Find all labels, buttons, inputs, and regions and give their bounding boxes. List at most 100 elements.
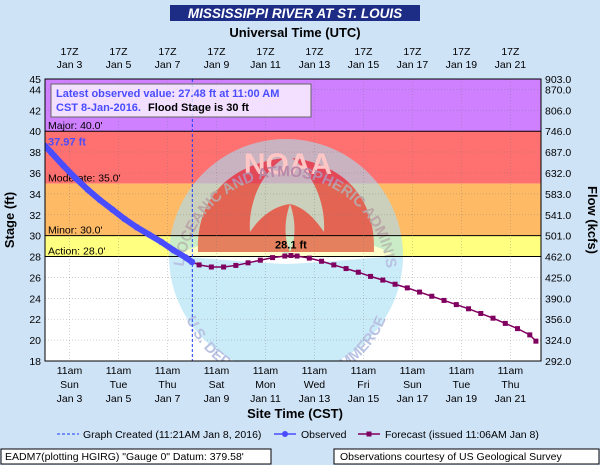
observed-crest-annotation: 37.97 ft [48,136,86,148]
utc-tick-hour: 17Z [256,46,275,58]
utc-tick-hour: 17Z [60,46,79,58]
cst-tick-day: Wed [304,379,326,391]
cst-tick-date: Jan 17 [397,393,429,405]
band-label-major: Major: 40.0' [48,120,103,132]
forecast-series [189,253,539,344]
observed-point [158,238,165,246]
utc-tick-hour: 17Z [109,46,128,58]
utc-tick-hour: 17Z [207,46,226,58]
flood-stage-text: Flood Stage is 30 ft [148,102,249,114]
forecast-point [331,262,337,268]
forecast-point [288,253,294,259]
value-annotations: 37.97 ft 28.1 ft [48,136,307,251]
cst-tick-time: 11am [106,365,132,377]
legend-created-label: Graph Created (11:21AM Jan 8, 2016) [83,429,261,441]
flow-tick-label: 324.0 [545,335,571,347]
utc-tick-hour: 17Z [501,46,520,58]
cst-tick-time: 11am [302,365,328,377]
cst-tick-time: 11am [57,365,83,377]
observed-point [170,247,177,254]
utc-tick-hour: 17Z [305,46,324,58]
cst-tick-date: Jan 11 [250,393,281,405]
observed-point [145,231,153,238]
stage-tick-label: 45 [29,74,41,86]
forecast-point [368,273,374,279]
stage-tick-label: 18 [29,356,41,368]
stage-tick-label: 20 [29,335,41,347]
plot-area: NOAA NATIONAL OCEANIC AND ATMOSPHERIC AD… [45,79,541,361]
utc-tick-date: Jan 19 [446,59,478,71]
cst-tick-labels: 11am Sun Jan 3 11am Tue Jan 5 11am Thu Jan 7 11am… [57,365,527,405]
forecast-point [527,332,533,338]
forecast-point [417,289,423,295]
forecast-point [392,281,398,287]
stage-tick-label: 44 [29,84,41,96]
cst-tick-day: Sun [403,379,422,391]
flow-tick-label: 632.0 [545,168,571,180]
flow-tick-label: 462.0 [545,252,571,264]
forecast-point [502,320,508,326]
footer: EADM7(plotting HGIRG) "Gauge 0" Datum: 3… [0,448,600,465]
observed-point [47,149,55,156]
utc-tick-date: Jan 7 [155,59,181,71]
flood-category-labels: Action: 28.0' Minor: 30.0' Moderate: 35.0'… [48,120,121,257]
flow-tick-label: 746.0 [545,126,571,138]
cst-tick-time: 11am [155,365,181,377]
cst-tick-day: Thu [501,379,519,391]
forecast-point [490,315,496,321]
stage-tick-label: 22 [29,314,41,326]
latest-observation-box-bg [50,83,312,118]
observed-point [84,186,92,193]
stage-tick-label: 24 [29,293,41,305]
latest-observation-line2: CST 8-Jan-2016. Flood Stage is 30 ft [56,102,249,114]
flow-tick-label: 687.0 [545,147,571,159]
forecast-point [515,326,521,332]
cst-tick-date: Jan 7 [155,393,181,405]
cst-tick-day: Sun [60,379,79,391]
footer-credit-text: Observations courtesy of US Geological S… [340,451,563,463]
utc-tick-date: Jan 13 [299,59,331,71]
utc-tick-date: Jan 11 [250,59,281,71]
flow-tick-label: 903.0 [545,74,571,86]
observed-series [45,142,196,266]
cst-tick-date: Jan 19 [446,393,478,405]
forecast-point [196,262,202,268]
forecast-point [441,297,447,303]
observed-point [182,254,190,261]
utc-axis-title: Universal Time (UTC) [229,25,360,40]
cst-tick-time: 11am [204,365,230,377]
observed-point [72,175,79,182]
stage-axis-title: Stage (ft) [2,192,17,248]
footer-datum-box [0,448,272,465]
flow-tick-label: 356.0 [545,314,571,326]
flow-tick-label: 390.0 [545,293,571,305]
utc-tick-hour: 17Z [354,46,373,58]
flow-tick-label: 541.0 [545,210,571,222]
utc-tick-hour: 17Z [452,46,471,58]
legend-forecast-label: Forecast (issued 11:06AM Jan 8) [385,429,539,441]
observed-point [121,215,128,223]
noaa-logo-wing-right [290,158,375,252]
cst-tick-time: 11am [400,365,426,377]
footer-datum-text: EADM7(plotting HGIRG) "Gauge 0" Datum: 3… [5,451,244,463]
flow-tick-label: 870.0 [545,84,571,96]
forecast-point [257,257,263,263]
forecast-crest-annotation: 28.1 ft [275,240,307,252]
utc-tick-date: Jan 21 [495,59,527,71]
stage-tick-label: 26 [29,272,41,284]
stage-tick-label: 40 [29,126,41,138]
forecast-point [306,255,312,261]
flow-tick-label: 501.0 [545,231,571,243]
utc-tick-date: Jan 15 [348,59,380,71]
cst-tick-day: Tue [453,379,471,391]
forecast-point [429,293,435,299]
band-label-minor: Minor: 30.0' [48,225,103,237]
cst-tick-time: 11am [498,365,524,377]
legend-forecast-swatch-square [366,431,372,437]
forecast-point [533,338,539,344]
latest-observation-line1: Latest observed value: 27.48 ft at 11:00… [56,88,279,100]
cst-axis-title: Site Time (CST) [247,406,343,421]
cst-tick-time: 11am [449,365,475,377]
utc-tick-date: Jan 17 [397,59,429,71]
